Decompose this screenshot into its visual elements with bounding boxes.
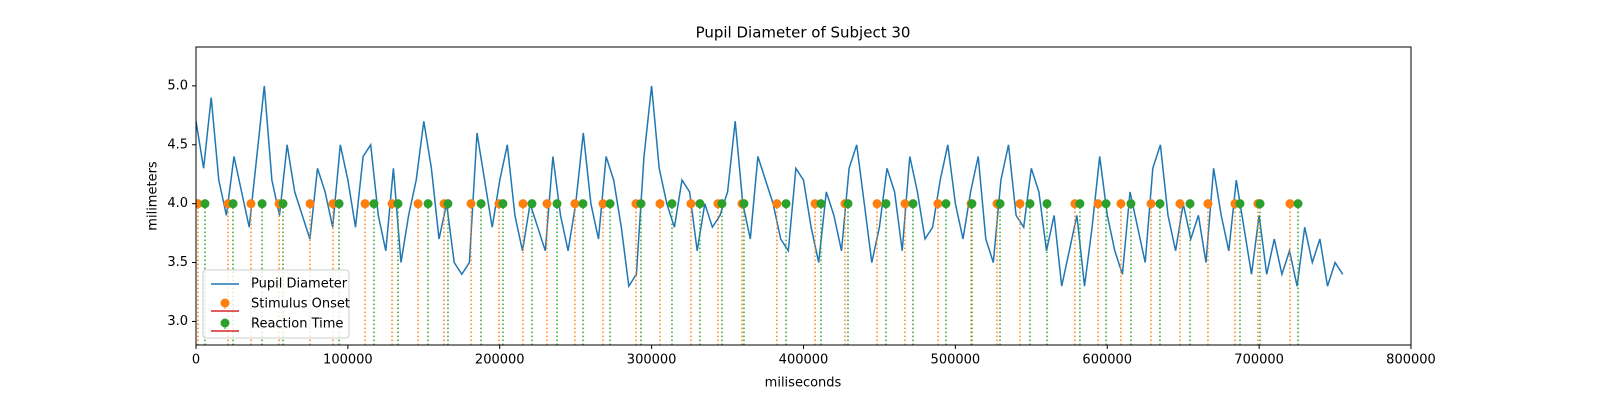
x-tick-label: 0: [192, 353, 200, 368]
stem-marker: [717, 199, 727, 209]
stem-marker: [393, 199, 403, 209]
stem-marker: [1285, 199, 1295, 209]
x-tick-label: 700000: [1234, 353, 1284, 368]
stem-marker: [552, 199, 562, 209]
stem-marker: [278, 199, 288, 209]
stem-marker: [1255, 199, 1265, 209]
legend: Pupil Diameter Stimulus Onset Reaction Tim…: [202, 269, 350, 339]
stem-marker: [228, 199, 238, 209]
x-tick-label: 200000: [475, 353, 525, 368]
stem-marker: [941, 199, 951, 209]
stem-marker: [257, 199, 267, 209]
stem-marker: [1235, 199, 1245, 209]
x-tick-label: 800000: [1386, 353, 1436, 368]
stem-marker: [570, 199, 580, 209]
pupil-line: [196, 85, 1344, 289]
stem-marker: [527, 199, 537, 209]
stem-marker: [933, 199, 943, 209]
stem-marker: [605, 199, 615, 209]
chart-title: Pupil Diameter of Subject 30: [696, 24, 911, 42]
stem-marker: [334, 199, 344, 209]
stem-marker: [843, 199, 853, 209]
stem-marker: [246, 199, 256, 209]
stem-marker: [518, 199, 528, 209]
stem-marker: [466, 199, 476, 209]
stem-marker: [772, 199, 782, 209]
y-tick-label: 4.0: [167, 196, 188, 211]
stem-marker: [686, 199, 696, 209]
y-tick-label: 5.0: [167, 78, 188, 93]
stem-marker: [1042, 199, 1052, 209]
stem-marker: [369, 199, 379, 209]
stem-marker: [1116, 199, 1126, 209]
stem-marker: [498, 199, 508, 209]
stem-marker: [413, 199, 423, 209]
x-tick-label: 100000: [323, 353, 373, 368]
stem-marker: [872, 199, 882, 209]
stem-marker: [900, 199, 910, 209]
y-tick-label: 3.0: [167, 314, 188, 329]
y-tick-label: 3.5: [167, 255, 188, 270]
legend-marker: [220, 298, 230, 308]
plot-area: [196, 85, 1344, 345]
stem-marker: [1025, 199, 1035, 209]
stem-marker: [305, 199, 315, 209]
stem-marker: [781, 199, 791, 209]
x-tick-label: 400000: [779, 353, 829, 368]
legend-marker: [220, 318, 230, 328]
stem-marker: [995, 199, 1005, 209]
y-tick-label: 4.5: [167, 137, 188, 152]
x-tick-label: 500000: [931, 353, 981, 368]
legend-box: [202, 269, 350, 339]
stem-marker: [423, 199, 433, 209]
stem-marker: [1015, 199, 1025, 209]
stem-marker: [636, 199, 646, 209]
stem-marker: [739, 199, 749, 209]
stem-marker: [443, 199, 453, 209]
stem-marker: [655, 199, 665, 209]
stem-marker: [695, 199, 705, 209]
stem-marker: [200, 199, 210, 209]
stem-marker: [816, 199, 826, 209]
stem-marker: [1185, 199, 1195, 209]
stem-marker: [598, 199, 608, 209]
stem-marker: [1175, 199, 1185, 209]
stem-marker: [196, 199, 203, 209]
axes-frame: [195, 46, 1412, 346]
stem-marker: [881, 199, 891, 209]
stem-marker: [1293, 199, 1303, 209]
legend-label: Reaction Time: [251, 317, 343, 332]
stem-marker: [542, 199, 552, 209]
stem-marker: [578, 199, 588, 209]
y-axis-label: milimeters: [146, 161, 161, 231]
stem-marker: [667, 199, 677, 209]
stem-marker: [360, 199, 370, 209]
x-tick-label: 600000: [1082, 353, 1132, 368]
stem-marker: [1101, 199, 1111, 209]
stem-marker: [1203, 199, 1213, 209]
stem-marker: [1155, 199, 1165, 209]
stem-marker: [908, 199, 918, 209]
legend-label: Stimulus Onset: [251, 297, 350, 312]
x-tick-label: 300000: [627, 353, 677, 368]
stem-marker: [1146, 199, 1156, 209]
stem-marker: [1075, 199, 1085, 209]
legend-label: Pupil Diameter: [251, 277, 348, 292]
stem-marker: [967, 199, 977, 209]
stem-marker: [1093, 199, 1103, 209]
stem-marker: [1126, 199, 1136, 209]
x-axis-label: miliseconds: [765, 376, 842, 391]
stem-marker: [476, 199, 486, 209]
